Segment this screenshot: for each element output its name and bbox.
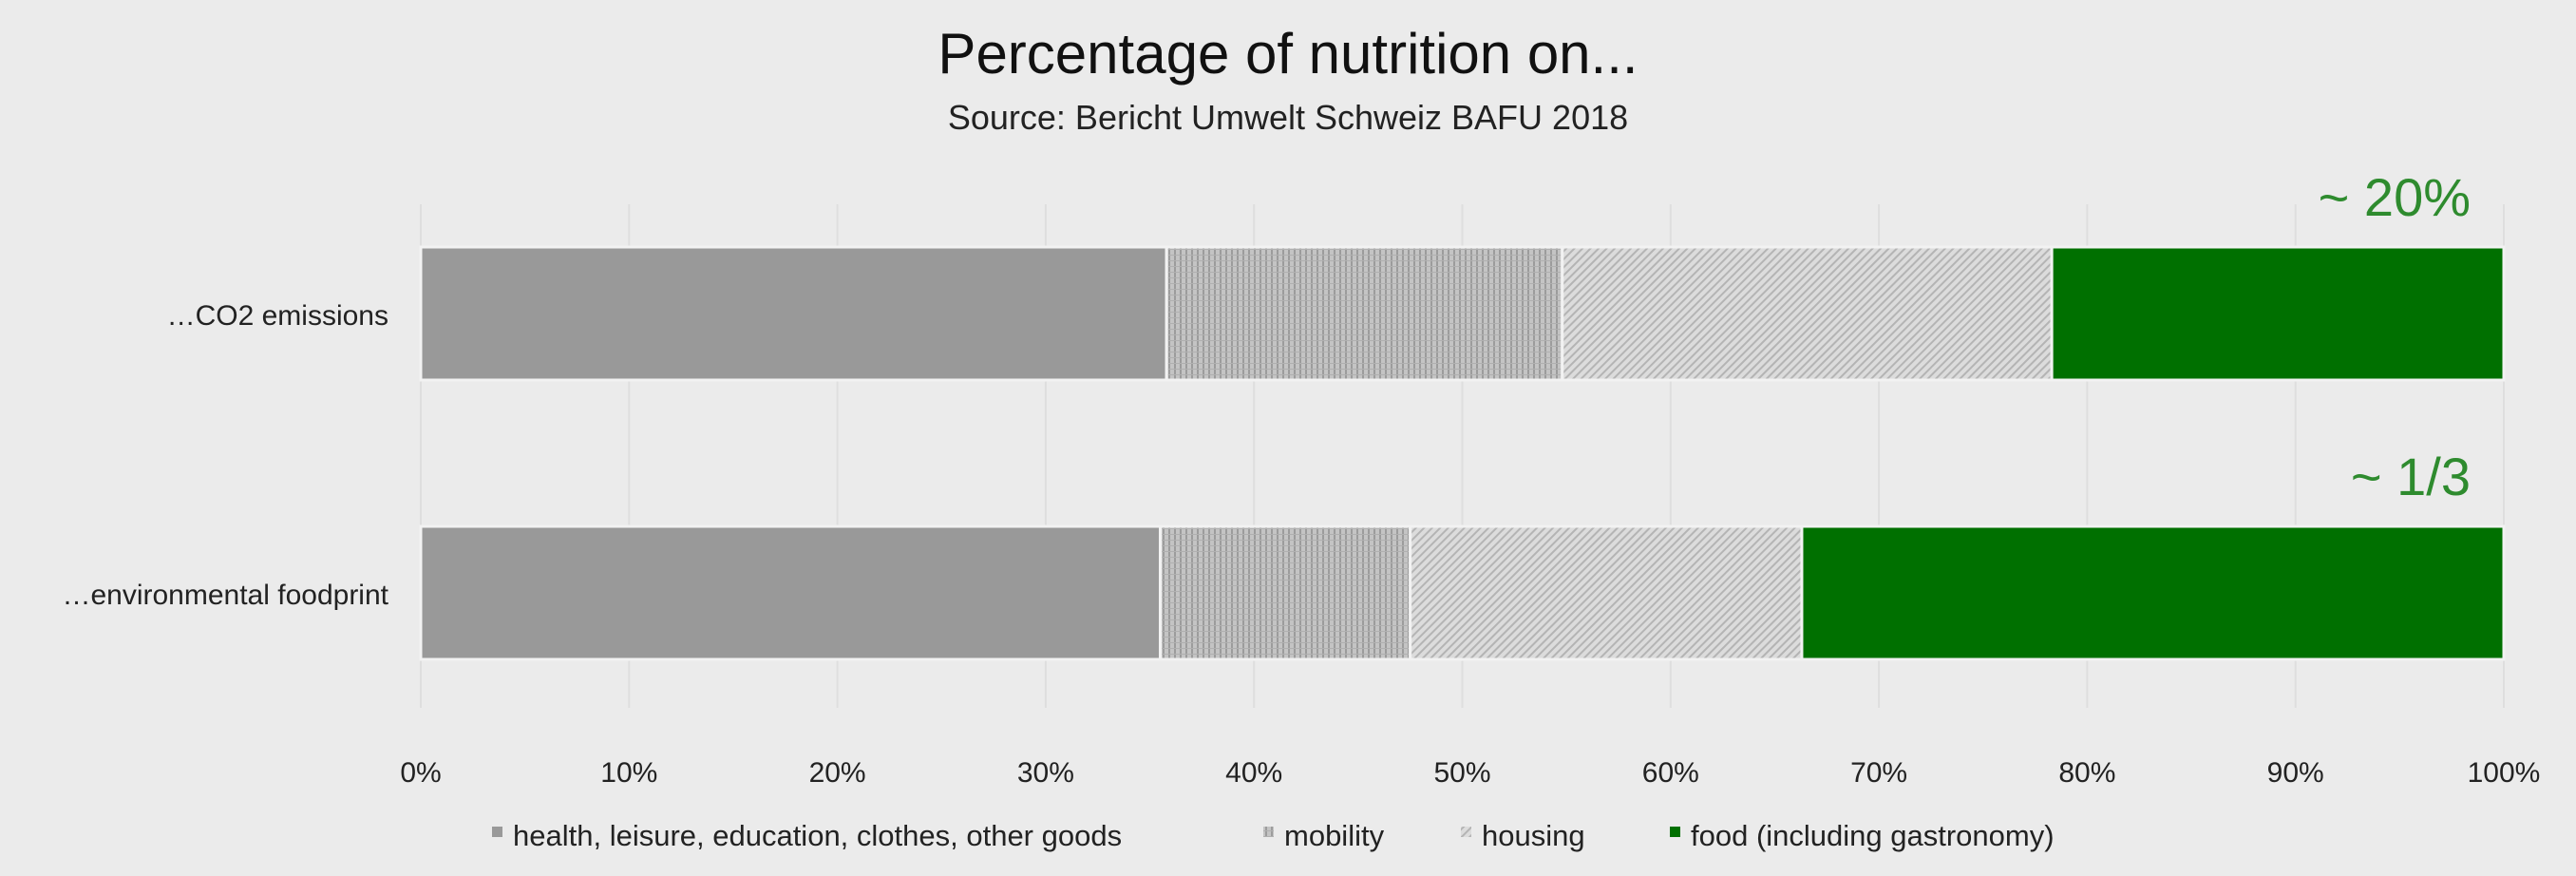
bar-segment-1-3	[1800, 524, 2506, 661]
x-tick-label-3: 30%	[1017, 757, 1074, 789]
chart-subtitle: Source: Bericht Umwelt Schweiz BAFU 2018	[948, 98, 1628, 137]
bar-segment-0-1	[1165, 245, 1564, 382]
annotation-label-1: ~ 1/3	[2351, 447, 2471, 506]
legend-label-0: health, leisure, education, clothes, oth…	[513, 819, 1122, 852]
bars	[419, 245, 2506, 661]
x-tick-label-4: 40%	[1225, 757, 1282, 789]
x-tick-label-6: 60%	[1642, 757, 1699, 789]
legend-label-3: food (including gastronomy)	[1691, 819, 2055, 852]
x-tick-label-9: 90%	[2267, 757, 2324, 789]
bar-segment-0-0	[419, 245, 1168, 382]
category-labels: …CO2 emissions …environmental foodprint	[62, 300, 388, 611]
bar-segment-1-1	[1159, 524, 1412, 661]
legend-swatch-1	[1263, 827, 1274, 837]
x-axis-tick-labels: 0% 10% 20% 30% 40% 50% 60% 70% 80% 90% 100%	[400, 757, 2540, 789]
x-tick-label-5: 50%	[1433, 757, 1490, 789]
bar-segment-0-2	[1561, 245, 2054, 382]
x-tick-label-1: 10%	[600, 757, 657, 789]
bar-segment-1-0	[419, 524, 1163, 661]
legend-swatch-0	[492, 827, 502, 837]
x-tick-label-7: 70%	[1850, 757, 1907, 789]
bar-segment-0-3	[2050, 245, 2506, 382]
chart-title: Percentage of nutrition on...	[938, 22, 1638, 86]
legend-swatch-3	[1670, 827, 1680, 837]
legend-label-2: housing	[1482, 819, 1585, 852]
bar-segment-1-2	[1409, 524, 1804, 661]
category-label-1: …environmental foodprint	[62, 580, 388, 611]
annotation-label-0: ~ 20%	[2319, 167, 2471, 227]
x-tick-label-10: 100%	[2468, 757, 2541, 789]
x-tick-label-2: 20%	[809, 757, 866, 789]
x-tick-label-8: 80%	[2058, 757, 2115, 789]
x-tick-label-0: 0%	[400, 757, 441, 789]
category-label-0: …CO2 emissions	[167, 300, 388, 332]
annotations: ~ 20% ~ 1/3	[2319, 167, 2471, 506]
legend-swatch-2	[1461, 827, 1471, 837]
legend: health, leisure, education, clothes, oth…	[492, 819, 2055, 852]
legend-label-1: mobility	[1284, 819, 1385, 852]
